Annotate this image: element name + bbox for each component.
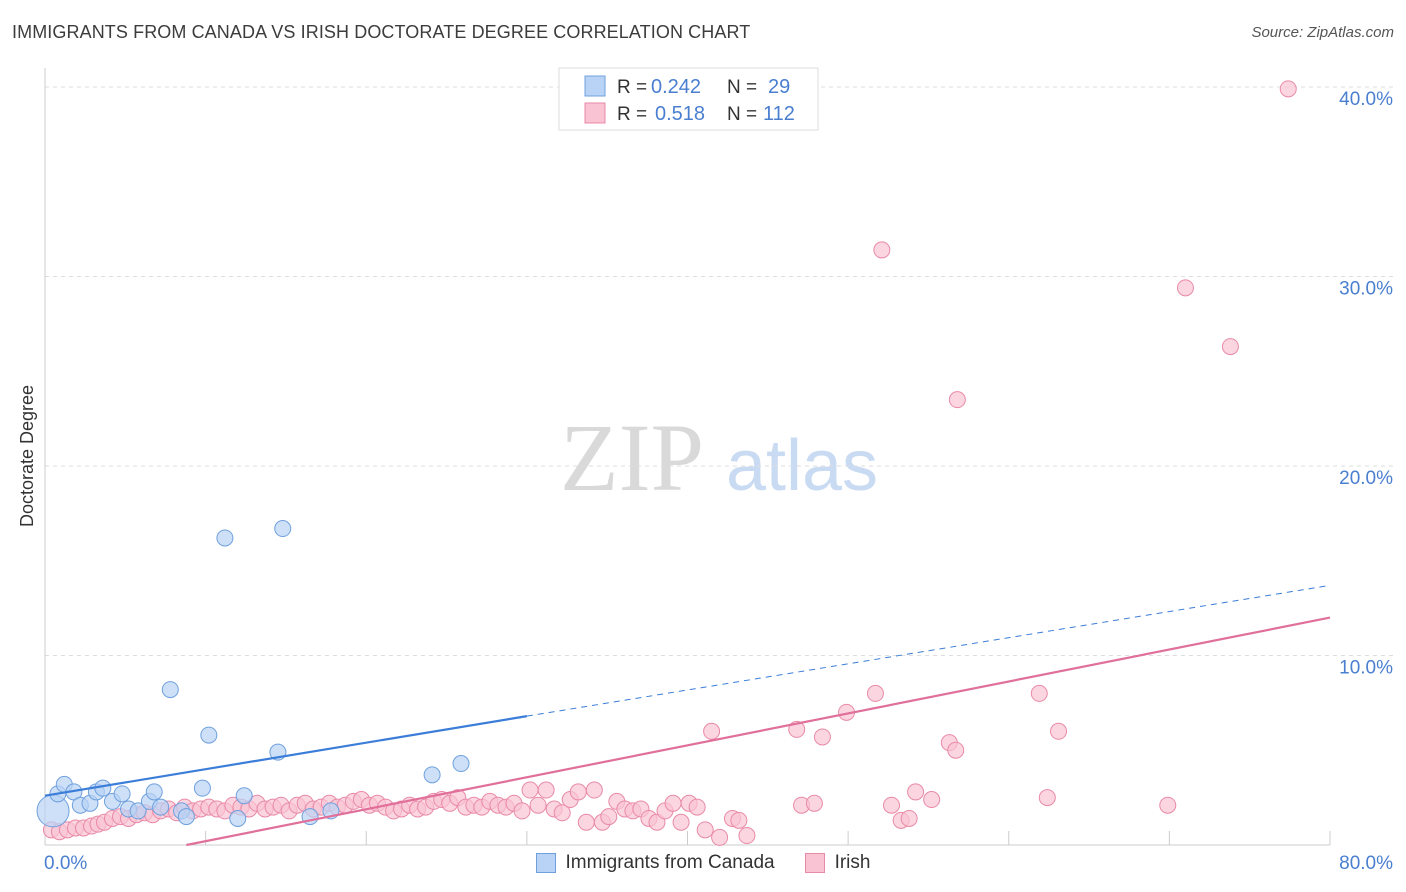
legend-n-label-2: N = <box>727 104 757 125</box>
legend-r-label-2: R = <box>617 104 647 125</box>
canada-point <box>200 726 218 744</box>
legend-item-irish: Irish <box>804 852 871 874</box>
irish-point <box>600 808 618 826</box>
legend-r-label-1: R = <box>617 77 647 98</box>
legend-swatch-irish <box>584 102 606 124</box>
canada-point <box>152 798 170 816</box>
irish-point <box>1176 279 1194 297</box>
chart-title: IMMIGRANTS FROM CANADA VS IRISH DOCTORAT… <box>12 22 751 42</box>
legend-bottom-label-canada: Immigrants from Canada <box>565 852 775 873</box>
legend-bottom-swatch-canada <box>535 853 556 873</box>
irish-point <box>738 827 756 845</box>
gridlines <box>45 86 1395 656</box>
irish-point <box>866 684 884 702</box>
legend-top: R = 0.242 N = 29 R = 0.518 N = 112 <box>558 67 819 131</box>
irish-point <box>553 804 571 822</box>
canada-point <box>274 520 292 538</box>
irish-point <box>805 794 823 812</box>
irish-point <box>813 728 831 746</box>
legend-n-value-2: 112 <box>763 103 795 125</box>
irish-point <box>730 811 748 829</box>
irish-point <box>672 813 690 831</box>
canada-point <box>193 779 211 797</box>
irish-point <box>585 781 603 799</box>
irish-point <box>907 783 925 801</box>
canada-point <box>423 766 441 784</box>
legend-r-value-1: 0.242 <box>651 76 701 98</box>
legend-n-value-1: 29 <box>768 76 790 98</box>
canada-point <box>216 529 234 547</box>
irish-point <box>688 798 706 816</box>
canada-point <box>235 787 253 805</box>
irish-point <box>873 241 891 259</box>
irish-point <box>703 722 721 740</box>
watermark-zip: ZIP <box>560 404 704 511</box>
y-tick-labels: 10.0% 20.0% 30.0% 40.0% <box>1339 89 1393 679</box>
irish-point <box>664 794 682 812</box>
legend-bottom: Immigrants from Canada Irish <box>0 852 1406 874</box>
legend-bottom-swatch-irish <box>804 853 825 873</box>
y-tick-label: 20.0% <box>1339 468 1393 489</box>
irish-point <box>923 791 941 809</box>
legend-item-canada: Immigrants from Canada <box>535 852 775 874</box>
irish-point <box>529 796 547 814</box>
irish-point <box>1221 338 1239 356</box>
irish-point <box>1050 722 1068 740</box>
irish-point <box>513 802 531 820</box>
canada-point <box>177 808 195 826</box>
x-ticks <box>205 831 1331 845</box>
canada-point <box>113 785 131 803</box>
irish-trend-line <box>186 616 1331 847</box>
legend-n-label-1: N = <box>727 77 757 98</box>
trend-lines <box>44 584 1331 847</box>
y-tick-label: 10.0% <box>1339 657 1393 678</box>
irish-point <box>711 828 729 846</box>
canada-point <box>161 681 179 699</box>
canada-point <box>229 809 247 827</box>
legend-bottom-label-irish: Irish <box>834 852 871 873</box>
canada-trend-line <box>44 715 528 797</box>
y-tick-label: 30.0% <box>1339 278 1393 299</box>
x-tick-label-min: 0.0% <box>44 853 87 874</box>
irish-point <box>947 741 965 759</box>
legend-swatch-canada <box>584 75 606 97</box>
irish-point <box>1038 789 1056 807</box>
irish-point <box>569 783 587 801</box>
irish-point <box>521 781 539 799</box>
irish-point <box>882 796 900 814</box>
canada-points <box>36 520 470 828</box>
irish-point <box>1159 796 1177 814</box>
irish-point <box>696 821 714 839</box>
irish-point <box>577 813 595 831</box>
y-tick-label: 40.0% <box>1339 89 1393 110</box>
irish-point <box>537 781 555 799</box>
canada-point <box>129 802 147 820</box>
canada-point <box>145 783 163 801</box>
y-axis-label: Doctorate Degree <box>17 385 37 527</box>
irish-point <box>1279 80 1297 98</box>
x-tick-label-max: 80.0% <box>1339 853 1393 874</box>
legend-r-value-2: 0.518 <box>655 103 705 125</box>
canada-point <box>452 755 470 773</box>
canada-trend-line-dashed <box>526 584 1331 717</box>
irish-point <box>1030 684 1048 702</box>
irish-point <box>948 391 966 409</box>
irish-point <box>900 809 918 827</box>
source-label: Source: ZipAtlas.com <box>1251 24 1394 41</box>
